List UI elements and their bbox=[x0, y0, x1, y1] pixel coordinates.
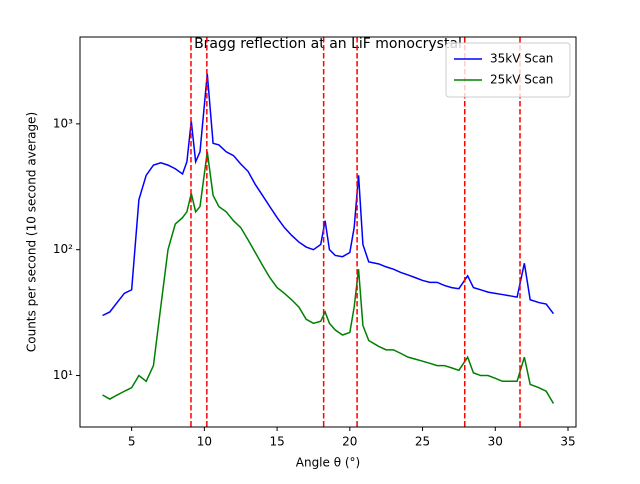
plot-frame bbox=[79, 36, 577, 428]
x-axis-label: Angle θ (°) bbox=[296, 456, 360, 470]
x-tick-label: 35 bbox=[560, 435, 575, 449]
data-line bbox=[102, 151, 555, 404]
legend-label: 35kV Scan bbox=[490, 52, 553, 66]
x-tick-label: 30 bbox=[488, 435, 503, 449]
y-axis-label: Counts per second (10 second average) bbox=[25, 112, 39, 352]
x-tick-label: 15 bbox=[269, 435, 284, 449]
legend-box bbox=[445, 42, 571, 98]
data-line bbox=[102, 73, 555, 317]
chart-title: Bragg reflection at an LiF monocrystal bbox=[194, 36, 462, 52]
legend-label: 25kV Scan bbox=[490, 73, 553, 87]
x-tick-label: 10 bbox=[197, 435, 212, 449]
x-tick-label: 5 bbox=[128, 435, 136, 449]
y-tick-label: 10² bbox=[53, 242, 73, 256]
x-tick-label: 25 bbox=[415, 435, 430, 449]
y-tick-label: 10¹ bbox=[53, 368, 73, 382]
x-tick-label: 20 bbox=[342, 435, 357, 449]
y-tick-label: 10³ bbox=[53, 116, 73, 130]
